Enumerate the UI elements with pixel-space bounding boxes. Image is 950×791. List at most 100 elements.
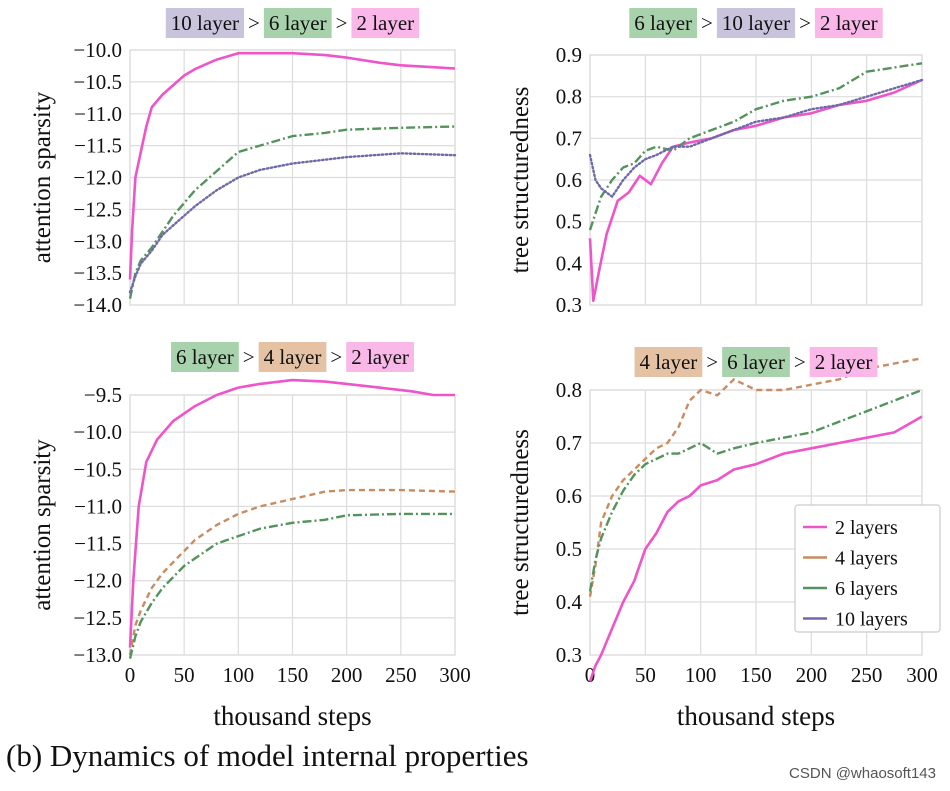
x-tick-label: 50 xyxy=(635,663,656,687)
y-axis-label: attention sparsity xyxy=(29,439,56,611)
title-highlight-10-layer xyxy=(165,8,245,38)
title-highlight-6-layer xyxy=(263,8,332,38)
title-highlight-4-layer xyxy=(258,342,327,372)
y-tick-label: 0.4 xyxy=(556,590,583,614)
figure-caption: (b) Dynamics of model internal propertie… xyxy=(6,738,529,773)
legend: 2 layers 4 layers 6 layers 10 layers xyxy=(794,504,941,633)
legend-label-6-layer: 6 layers xyxy=(835,578,898,600)
y-tick-label: 0.6 xyxy=(556,168,582,192)
x-tick-label: 300 xyxy=(906,663,938,687)
y-tick-label: −13.0 xyxy=(73,229,122,253)
y-tick-label: 0.7 xyxy=(556,126,582,150)
y-tick-label: −12.5 xyxy=(73,197,122,221)
y-tick-label: 0.9 xyxy=(556,43,582,67)
title-highlight-2-layer xyxy=(346,342,414,372)
title-highlight-4-layer xyxy=(634,347,703,377)
chart-title: 4 layer >6 layer >2 layer xyxy=(634,347,878,377)
figure-svg: −10.0 −10.5 −11.0 −11.5 −12.0 −12.5 −13.0 −13.5… xyxy=(29,8,941,731)
series-line-4-layer xyxy=(588,357,923,597)
y-tick-label: −13.0 xyxy=(73,643,122,667)
x-tick-label: 0 xyxy=(585,663,596,687)
x-tick-label: 0 xyxy=(125,663,136,687)
y-tick-label: −11.0 xyxy=(74,102,122,126)
y-tick-label: 0.5 xyxy=(556,210,582,234)
y-tick-label: −12.0 xyxy=(73,166,122,190)
title-highlight-2-layer xyxy=(814,8,883,38)
title-highlight-2-layer xyxy=(351,8,420,38)
series-line-6-layer xyxy=(588,388,923,592)
x-tick-label: 100 xyxy=(223,663,255,687)
title-label-4-layer: 4 layer xyxy=(264,345,322,369)
title-label-10-layer: 10 layer xyxy=(722,11,790,35)
title-separator: > xyxy=(706,350,718,374)
x-tick-label: 250 xyxy=(851,663,883,687)
title-label-2-layer: 2 layer xyxy=(815,350,873,374)
y-tick-label: 0.6 xyxy=(556,484,582,508)
title-separator: > xyxy=(336,11,348,35)
title-highlight-2-layer xyxy=(809,347,878,377)
y-tick-label: −11.5 xyxy=(74,532,122,556)
title-separator: > xyxy=(794,350,806,374)
y-tick-label: −10.0 xyxy=(73,420,122,444)
y-tick-label: −9.5 xyxy=(84,383,122,407)
series-line-2-layer xyxy=(128,51,456,280)
legend-label-4-layer: 4 layers xyxy=(835,548,898,570)
series-line-6-layer xyxy=(588,62,923,231)
title-separator: > xyxy=(330,345,342,369)
y-axis-label: tree structuredness xyxy=(507,429,534,616)
legend-label-2-layer: 2 layers xyxy=(835,517,898,539)
y-axis-label: attention sparsity xyxy=(29,91,56,263)
x-tick-label: 50 xyxy=(174,663,195,687)
x-tick-label: 150 xyxy=(740,663,772,687)
y-tick-label: 0.5 xyxy=(556,537,582,561)
y-tick-label: −11.5 xyxy=(74,134,122,158)
y-tick-label: −13.5 xyxy=(73,261,122,285)
y-tick-label: 0.8 xyxy=(556,378,582,402)
chart-br: 0.3 0.4 0.5 0.6 0.7 0.8 0 50 100 150 200 250 300 tree… xyxy=(507,347,941,731)
y-tick-label: −10.5 xyxy=(73,70,122,94)
x-tick-label: 250 xyxy=(385,663,417,687)
series-line-6-layer xyxy=(128,125,456,299)
title-label-2-layer: 2 layer xyxy=(820,11,878,35)
title-label-2-layer: 2 layer xyxy=(356,11,414,35)
y-tick-label: −12.0 xyxy=(73,569,122,593)
chart-tl: −10.0 −10.5 −11.0 −11.5 −12.0 −12.5 −13.0 −13.5… xyxy=(29,8,457,317)
series-line-2-layer xyxy=(128,378,455,648)
y-tick-label: −11.0 xyxy=(74,494,122,518)
y-tick-label: 0.7 xyxy=(556,431,582,455)
series-line-2-layer xyxy=(588,415,923,682)
title-label-4-layer: 4 layer xyxy=(640,350,698,374)
series-line-10-layer xyxy=(588,78,924,198)
watermark-text: CSDN @whaosoft143 xyxy=(789,765,936,782)
x-tick-label: 200 xyxy=(796,663,828,687)
title-highlight-6-layer xyxy=(722,347,790,377)
series-line-10-layer xyxy=(128,152,457,294)
y-tick-label: 0.3 xyxy=(556,643,582,667)
y-tick-label: −10.0 xyxy=(73,38,122,62)
title-label-6-layer: 6 layer xyxy=(176,345,234,369)
chart-title: 6 layer >4 layer >2 layer xyxy=(171,342,414,372)
y-tick-label: 0.4 xyxy=(556,251,583,275)
chart-tr: 0.3 0.4 0.5 0.6 0.7 0.8 0.9 tree structuredness… xyxy=(507,8,924,317)
title-separator: > xyxy=(701,11,713,35)
y-tick-label: −12.5 xyxy=(73,606,122,630)
y-axis-label: tree structuredness xyxy=(507,87,534,274)
x-tick-label: 150 xyxy=(277,663,309,687)
x-tick-label: 100 xyxy=(685,663,717,687)
title-label-10-layer: 10 layer xyxy=(171,11,239,35)
y-tick-label: −10.5 xyxy=(73,457,122,481)
title-label-2-layer: 2 layer xyxy=(351,345,409,369)
title-highlight-10-layer xyxy=(716,8,796,38)
title-label-6-layer: 6 layer xyxy=(634,11,692,35)
x-axis-label: thousand steps xyxy=(677,701,835,731)
chart-title: 6 layer >10 layer >2 layer xyxy=(629,8,883,38)
y-tick-label: −14.0 xyxy=(73,293,122,317)
title-label-6-layer: 6 layer xyxy=(727,350,785,374)
x-tick-label: 200 xyxy=(331,663,363,687)
title-highlight-6-layer xyxy=(171,342,239,372)
x-tick-label: 300 xyxy=(439,663,471,687)
title-separator: > xyxy=(799,11,811,35)
title-separator: > xyxy=(248,11,260,35)
y-tick-label: 0.3 xyxy=(556,293,582,317)
title-highlight-6-layer xyxy=(629,8,698,38)
